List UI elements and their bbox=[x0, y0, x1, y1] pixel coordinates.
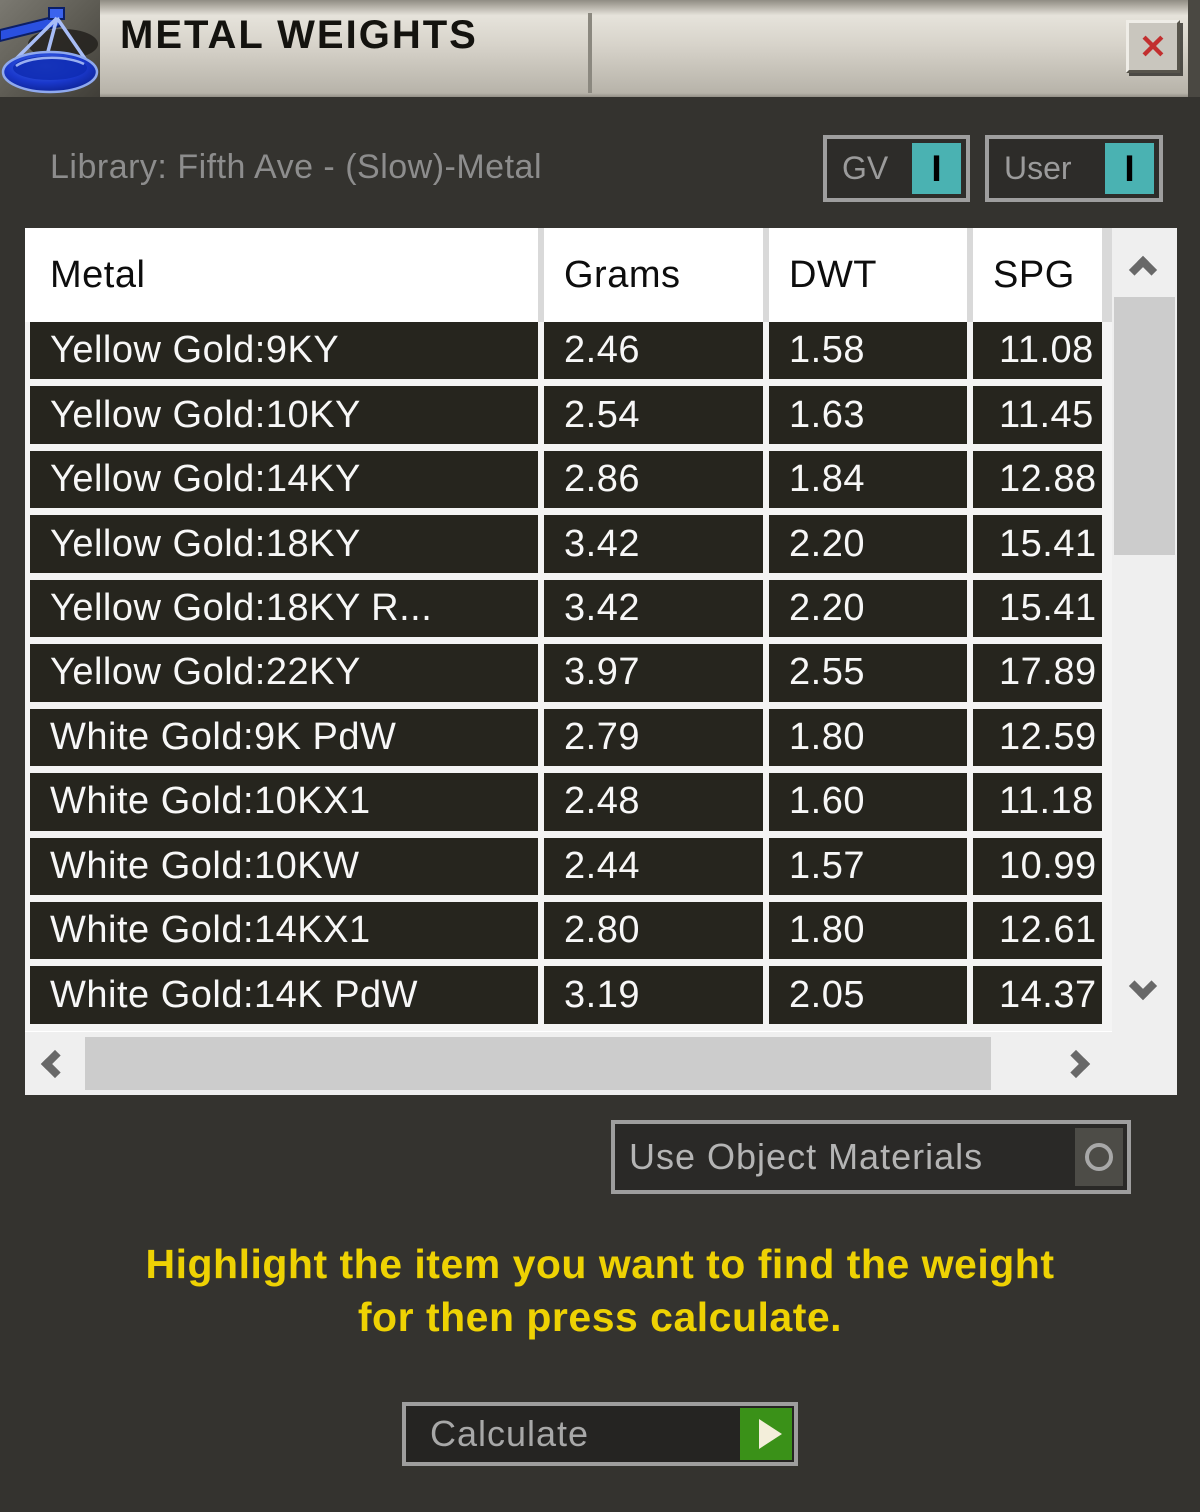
cell-grams[interactable]: 2.79 bbox=[544, 708, 769, 774]
table-header-row: Metal Grams DWT SPG bbox=[25, 228, 1112, 322]
table-row[interactable]: White Gold:14K PdW 3.19 2.05 14.37 bbox=[25, 966, 1112, 1031]
table-row[interactable]: Yellow Gold:10KY 2.54 1.63 11.45 bbox=[25, 386, 1112, 451]
cell-dwt[interactable]: 1.57 bbox=[769, 837, 973, 902]
scroll-up-icon[interactable] bbox=[1128, 255, 1158, 285]
cell-metal[interactable]: White Gold:14KX1 bbox=[30, 901, 544, 967]
table-row[interactable]: Yellow Gold:9KY 2.46 1.58 11.08 bbox=[25, 322, 1112, 387]
column-header-spg[interactable]: SPG bbox=[973, 228, 1112, 322]
scroll-right-icon[interactable] bbox=[1061, 1049, 1091, 1079]
cell-dwt[interactable]: 2.20 bbox=[769, 579, 973, 645]
cell-grams[interactable]: 2.46 bbox=[544, 322, 769, 387]
cell-spg[interactable]: 11.45 bbox=[973, 386, 1112, 451]
table-row[interactable]: Yellow Gold:22KY 3.97 2.55 17.89 bbox=[25, 644, 1112, 709]
user-toggle-indicator-icon: I bbox=[1105, 143, 1154, 194]
vertical-scrollbar-thumb[interactable] bbox=[1114, 297, 1175, 555]
cell-spg[interactable]: 17.89 bbox=[973, 644, 1112, 709]
gv-toggle[interactable]: GV I bbox=[823, 135, 970, 202]
scroll-down-icon[interactable] bbox=[1128, 971, 1158, 1001]
cell-spg[interactable]: 15.41 bbox=[973, 515, 1112, 580]
cell-grams[interactable]: 2.44 bbox=[544, 837, 769, 902]
metal-table-body: Yellow Gold:9KY 2.46 1.58 11.08 Yellow Gold:… bbox=[25, 322, 1112, 1031]
table-row[interactable]: Yellow Gold:14KY 2.86 1.84 12.88 bbox=[25, 450, 1112, 516]
cell-spg[interactable]: 12.61 bbox=[973, 901, 1112, 967]
horizontal-scrollbar-thumb[interactable] bbox=[85, 1037, 991, 1090]
close-icon: ✕ bbox=[1139, 28, 1167, 65]
table-row[interactable]: Yellow Gold:18KY R... 3.42 2.20 15.41 bbox=[25, 579, 1112, 645]
cell-metal[interactable]: White Gold:10KX1 bbox=[30, 773, 544, 838]
scroll-left-icon[interactable] bbox=[40, 1049, 70, 1079]
column-header-grams[interactable]: Grams bbox=[544, 228, 769, 322]
cell-metal[interactable]: Yellow Gold:10KY bbox=[30, 386, 544, 451]
cell-metal[interactable]: White Gold:9K PdW bbox=[30, 708, 544, 774]
vertical-scrollbar[interactable] bbox=[1112, 228, 1177, 1095]
cell-metal[interactable]: Yellow Gold:18KY R... bbox=[30, 579, 544, 645]
cell-grams[interactable]: 3.19 bbox=[544, 966, 769, 1031]
app-icon-block bbox=[0, 0, 100, 97]
cell-grams[interactable]: 3.97 bbox=[544, 644, 769, 709]
cell-metal[interactable]: White Gold:10KW bbox=[30, 837, 544, 902]
cell-dwt[interactable]: 1.80 bbox=[769, 708, 973, 774]
instruction-text: Highlight the item you want to find the … bbox=[0, 1238, 1200, 1344]
cell-dwt[interactable]: 1.63 bbox=[769, 386, 973, 451]
titlebar-edge bbox=[1188, 0, 1200, 97]
cell-metal[interactable]: Yellow Gold:18KY bbox=[30, 515, 544, 580]
use-object-materials-label: Use Object Materials bbox=[629, 1136, 984, 1177]
cell-spg[interactable]: 15.41 bbox=[973, 579, 1112, 645]
user-toggle[interactable]: User I bbox=[985, 135, 1163, 202]
cell-dwt[interactable]: 1.80 bbox=[769, 901, 973, 967]
cell-dwt[interactable]: 1.58 bbox=[769, 322, 973, 387]
title-divider bbox=[588, 13, 592, 93]
cell-spg[interactable]: 12.88 bbox=[973, 450, 1112, 516]
cell-grams[interactable]: 3.42 bbox=[544, 515, 769, 580]
instruction-line-1: Highlight the item you want to find the … bbox=[145, 1241, 1055, 1287]
table-row[interactable]: White Gold:10KX1 2.48 1.60 11.18 bbox=[25, 773, 1112, 838]
title-bar: METAL WEIGHTS ✕ bbox=[0, 0, 1200, 97]
user-toggle-label: User bbox=[1004, 150, 1072, 186]
horizontal-scrollbar[interactable] bbox=[25, 1032, 1112, 1095]
cell-dwt[interactable]: 2.05 bbox=[769, 966, 973, 1031]
metals-listbox: Metal Grams DWT SPG Yellow Gold:9KY 2.46 1… bbox=[25, 228, 1177, 1095]
cell-spg[interactable]: 12.59 bbox=[973, 708, 1112, 774]
radio-circle-icon bbox=[1085, 1143, 1113, 1171]
scale-icon bbox=[0, 7, 99, 94]
cell-dwt[interactable]: 2.20 bbox=[769, 515, 973, 580]
gv-toggle-label: GV bbox=[842, 150, 889, 186]
play-arrow-icon bbox=[758, 1419, 782, 1449]
column-header-metal[interactable]: Metal bbox=[30, 228, 544, 322]
cell-grams[interactable]: 2.54 bbox=[544, 386, 769, 451]
cell-dwt[interactable]: 1.60 bbox=[769, 773, 973, 838]
window-title: METAL WEIGHTS bbox=[120, 13, 478, 57]
calculate-button[interactable]: Calculate bbox=[402, 1402, 798, 1466]
table-row[interactable]: White Gold:14KX1 2.80 1.80 12.61 bbox=[25, 901, 1112, 967]
cell-grams[interactable]: 2.48 bbox=[544, 773, 769, 838]
instruction-line-2: for then press calculate. bbox=[357, 1294, 843, 1340]
calculate-go-icon[interactable] bbox=[740, 1408, 792, 1460]
metals-grid: Metal Grams DWT SPG Yellow Gold:9KY 2.46 1… bbox=[25, 228, 1112, 1032]
table-row[interactable]: White Gold:10KW 2.44 1.57 10.99 bbox=[25, 837, 1112, 902]
cell-metal[interactable]: White Gold:14K PdW bbox=[30, 966, 544, 1031]
cell-metal[interactable]: Yellow Gold:22KY bbox=[30, 644, 544, 709]
table-row[interactable]: White Gold:9K PdW 2.79 1.80 12.59 bbox=[25, 708, 1112, 774]
close-button[interactable]: ✕ bbox=[1126, 20, 1180, 73]
radio-indicator-icon[interactable] bbox=[1075, 1128, 1123, 1186]
cell-metal[interactable]: Yellow Gold:9KY bbox=[30, 322, 544, 387]
cell-dwt[interactable]: 2.55 bbox=[769, 644, 973, 709]
cell-dwt[interactable]: 1.84 bbox=[769, 450, 973, 516]
calculate-button-label: Calculate bbox=[430, 1413, 590, 1454]
column-header-dwt[interactable]: DWT bbox=[769, 228, 973, 322]
cell-spg[interactable]: 11.08 bbox=[973, 322, 1112, 387]
cell-spg[interactable]: 14.37 bbox=[973, 966, 1112, 1031]
gv-toggle-indicator-icon: I bbox=[912, 143, 961, 194]
cell-spg[interactable]: 11.18 bbox=[973, 773, 1112, 838]
cell-grams[interactable]: 3.42 bbox=[544, 579, 769, 645]
cell-grams[interactable]: 2.80 bbox=[544, 901, 769, 967]
library-label: Library: Fifth Ave - (Slow)-Metal bbox=[50, 148, 543, 186]
cell-metal[interactable]: Yellow Gold:14KY bbox=[30, 450, 544, 516]
cell-grams[interactable]: 2.86 bbox=[544, 450, 769, 516]
cell-spg[interactable]: 10.99 bbox=[973, 837, 1112, 902]
table-row[interactable]: Yellow Gold:18KY 3.42 2.20 15.41 bbox=[25, 515, 1112, 580]
use-object-materials-toggle[interactable]: Use Object Materials bbox=[611, 1120, 1131, 1194]
